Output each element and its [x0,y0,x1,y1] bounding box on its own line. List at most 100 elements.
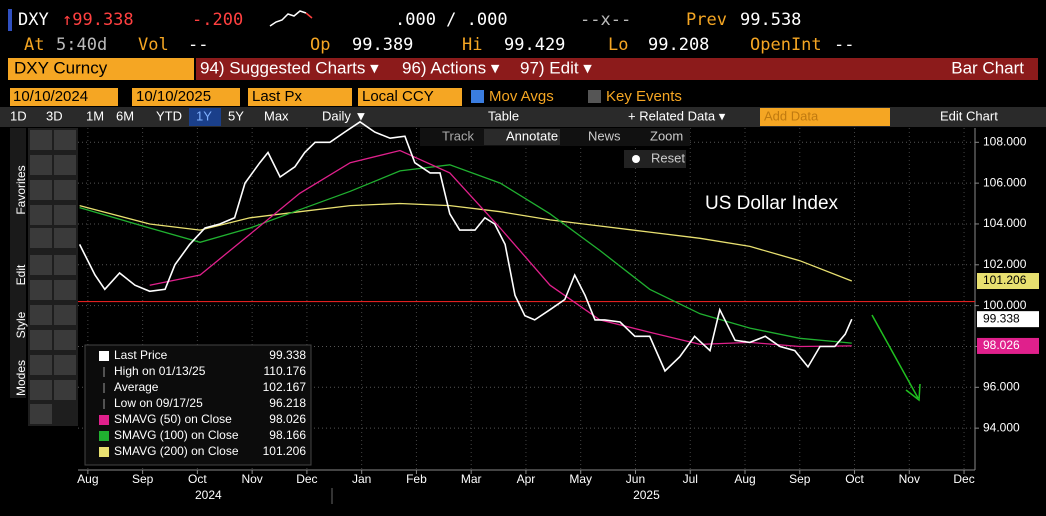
start-date[interactable] [10,88,118,106]
tool[interactable] [30,355,52,375]
annotate[interactable]: Annotate [506,128,558,143]
tool[interactable] [54,228,76,248]
tool[interactable] [30,305,52,325]
checkbox[interactable] [471,90,484,103]
tool[interactable] [30,228,52,248]
last-price: ↑99.338 [62,10,134,30]
x-tick-label: Oct [845,472,864,486]
period[interactable]: 6M [116,108,134,123]
tool[interactable] [30,205,52,225]
menu-item[interactable]: 97) Edit ▾ [520,58,592,77]
tool[interactable] [30,380,52,400]
side-tab[interactable]: Edit [14,264,28,285]
prev: 99.538 [740,10,801,30]
legend-swatch [99,431,109,441]
menu-item[interactable]: 94) Suggested Charts ▾ [200,58,379,77]
news[interactable]: News [588,128,621,143]
legend-swatch [99,447,109,457]
x-tick-label: Nov [899,472,920,486]
edit-chart[interactable]: Edit Chart [940,108,998,123]
add-data: Add Data [764,108,819,123]
prev-label: Prev [686,10,727,30]
table-button[interactable]: Table [488,108,519,123]
period[interactable]: 1D [10,108,27,123]
tool[interactable] [54,155,76,175]
x-tick-label: Nov [241,472,262,486]
plot: 94.00096.00098.000100.000102.000104.0001… [77,120,1039,504]
period[interactable]: 3D [46,108,63,123]
tool[interactable] [54,180,76,200]
menu-item[interactable]: 96) Actions ▾ [402,58,500,77]
legend-label: Low on 09/17/25 [114,396,203,410]
tool[interactable] [30,255,52,275]
tool[interactable] [54,205,76,225]
tool[interactable] [54,380,76,400]
checkbox[interactable] [588,90,601,103]
tool[interactable] [54,280,76,300]
x-tick-label: Dec [296,472,317,486]
tool[interactable] [30,280,52,300]
last-value-box [977,273,1039,290]
legend-value: 110.176 [264,364,307,378]
reset[interactable]: Reset [651,150,685,165]
add-data-box[interactable] [760,108,890,126]
period[interactable]: 1M [86,108,104,123]
end-date[interactable] [132,88,240,106]
period[interactable]: 5Y [228,108,244,123]
x-tick-label: May [569,472,592,486]
zoom[interactable]: Zoom [650,128,683,143]
reset-bg[interactable] [624,150,686,168]
side-tab[interactable]: Style [14,311,28,338]
ccy-box[interactable] [358,88,462,106]
tool[interactable] [54,355,76,375]
tool[interactable] [54,305,76,325]
period-group: 1D 3D 1M 6M YTD 1Y 5Y Max [10,108,289,126]
legend-value: 96.218 [269,396,306,410]
at-label: At [24,35,44,55]
period[interactable]: 1Y [196,108,212,123]
chart-title: US Dollar Index [705,193,839,214]
field-box[interactable] [248,88,352,106]
legend-label: SMAVG (50) on Close [114,412,232,426]
period[interactable]: Max [264,108,289,123]
end: 10/10/2025 [136,88,211,105]
tool[interactable] [54,130,76,150]
tool[interactable] [30,130,52,150]
change: -.200 [192,10,243,30]
oi-label: OpenInt [750,35,822,55]
y-tick-label: 100.000 [983,298,1027,312]
legend-value: 101.206 [263,444,307,458]
x-tick-label: Aug [77,472,98,486]
security: DXY Curncy [14,58,108,77]
x-tick-label: Aug [734,472,755,486]
y-tick-label: 106.000 [983,175,1027,189]
trend-arrow [871,314,919,399]
side-tab[interactable]: Favorites [14,165,28,214]
tool[interactable] [54,330,76,350]
tool[interactable] [54,255,76,275]
period[interactable]: YTD [156,108,182,123]
ticker-marker [8,9,12,31]
legend-label: Last Price [114,348,168,362]
related-data[interactable]: + Related Data ▾ [628,108,726,123]
last-value-box [977,311,1039,328]
x-tick-label: Sep [132,472,154,486]
open-interest: -- [834,35,854,55]
size: --x-- [580,10,631,30]
sparkline [269,10,307,27]
tool[interactable] [30,404,52,424]
vol-label: Vol [138,35,169,55]
side-tab[interactable]: Modes [14,360,28,396]
tool[interactable] [30,155,52,175]
last-value: 99.338 [983,311,1020,325]
y-tick-label: 96.000 [983,379,1020,393]
legend-value: 98.026 [269,412,306,426]
frequency[interactable]: Daily ▼ [322,108,367,123]
security-box[interactable] [8,58,194,80]
tool[interactable] [30,180,52,200]
y-tick-label: 94.000 [983,420,1020,434]
tool[interactable] [30,330,52,350]
track[interactable]: Track [442,128,475,143]
year-label: 2024 [195,488,222,502]
